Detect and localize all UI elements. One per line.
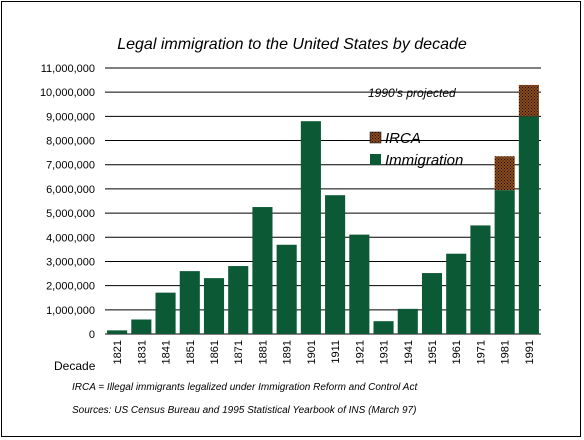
x-tick-label: 1891 [282, 340, 294, 364]
y-tick-label: 0 [89, 329, 95, 341]
x-tick-label: 1971 [475, 340, 487, 364]
y-tick-label: 10,000,000 [40, 87, 95, 99]
x-axis-ticks: 1821 1831 1841 1851 1861 1871 1881 1891 1901 1911… [112, 340, 536, 364]
bar-immigration-1821 [107, 330, 128, 334]
y-tick-label: 8,000,000 [46, 136, 95, 148]
bar-immigration-1851 [179, 271, 200, 334]
y-tick-label: 6,000,000 [46, 184, 95, 196]
bar-immigration-1951 [421, 273, 443, 334]
x-tick-label: 1861 [209, 340, 221, 364]
x-tick-label: 1991 [524, 340, 536, 364]
bar-immigration-1831 [131, 319, 152, 334]
bar-immigration-1941 [397, 308, 418, 334]
bar-immigration-1931 [373, 321, 394, 334]
x-tick-label: 1881 [257, 340, 269, 364]
legend-swatch-immigration [370, 154, 381, 165]
y-tick-label: 9,000,000 [46, 111, 95, 123]
y-tick-label: 1,000,000 [46, 305, 95, 317]
irca-footnote: IRCA = Illegal immigrants legalized unde… [72, 382, 418, 393]
y-tick-label: 7,000,000 [46, 160, 95, 172]
bar-immigration-1841 [155, 292, 176, 334]
x-tick-label: 1851 [185, 340, 197, 364]
x-tick-label: 1961 [451, 340, 463, 364]
bar-irca-1991 [518, 84, 539, 117]
bar-immigration-1971 [470, 225, 491, 334]
projected-annotation: 1990's projected [368, 86, 456, 100]
x-tick-label: 1911 [330, 340, 342, 364]
legend-swatch-irca [369, 131, 382, 144]
x-tick-label: 1941 [403, 340, 415, 364]
y-tick-label: 11,000,000 [41, 63, 95, 75]
bar-immigration-1961 [446, 253, 467, 334]
x-tick-label: 1921 [354, 340, 366, 364]
y-tick-label: 4,000,000 [46, 232, 95, 244]
legend-label-immigration: Immigration [385, 152, 463, 169]
x-tick-label: 1831 [136, 340, 148, 364]
bar-immigration-1881 [252, 207, 273, 334]
x-tick-label: 1841 [161, 340, 173, 364]
bar-immigration-1901 [300, 121, 321, 334]
bar-immigration-1861 [203, 278, 225, 334]
x-tick-label: 1931 [379, 340, 391, 364]
bar-immigration-1871 [228, 266, 249, 334]
x-tick-label: 1821 [112, 340, 124, 364]
sources-footnote: Sources: US Census Bureau and 1995 Stati… [72, 405, 416, 416]
bar-immigration-1921 [349, 234, 370, 334]
x-axis-label: Decade [54, 359, 96, 373]
gridlines [105, 67, 541, 335]
bars [107, 84, 539, 334]
legend-label-irca: IRCA [385, 130, 421, 147]
bar-irca-1981 [494, 156, 515, 191]
y-tick-label: 3,000,000 [46, 256, 95, 268]
bar-immigration-1891 [276, 244, 297, 334]
y-tick-label: 2,000,000 [46, 281, 95, 293]
y-tick-label: 5,000,000 [46, 208, 95, 220]
y-axis-ticks: 0 1,000,000 2,000,000 3,000,000 4,000,000 5,0… [40, 63, 95, 341]
chart-title: Legal immigration to the United States b… [117, 36, 467, 53]
x-tick-label: 1871 [233, 340, 245, 364]
bar-immigration-1981 [494, 190, 515, 334]
x-tick-label: 1901 [306, 340, 318, 364]
x-tick-label: 1981 [500, 340, 512, 364]
bar-immigration-1911 [325, 195, 346, 334]
legend: IRCA Immigration [369, 130, 463, 169]
bar-immigration-1991 [518, 116, 539, 334]
x-tick-label: 1951 [427, 340, 439, 364]
